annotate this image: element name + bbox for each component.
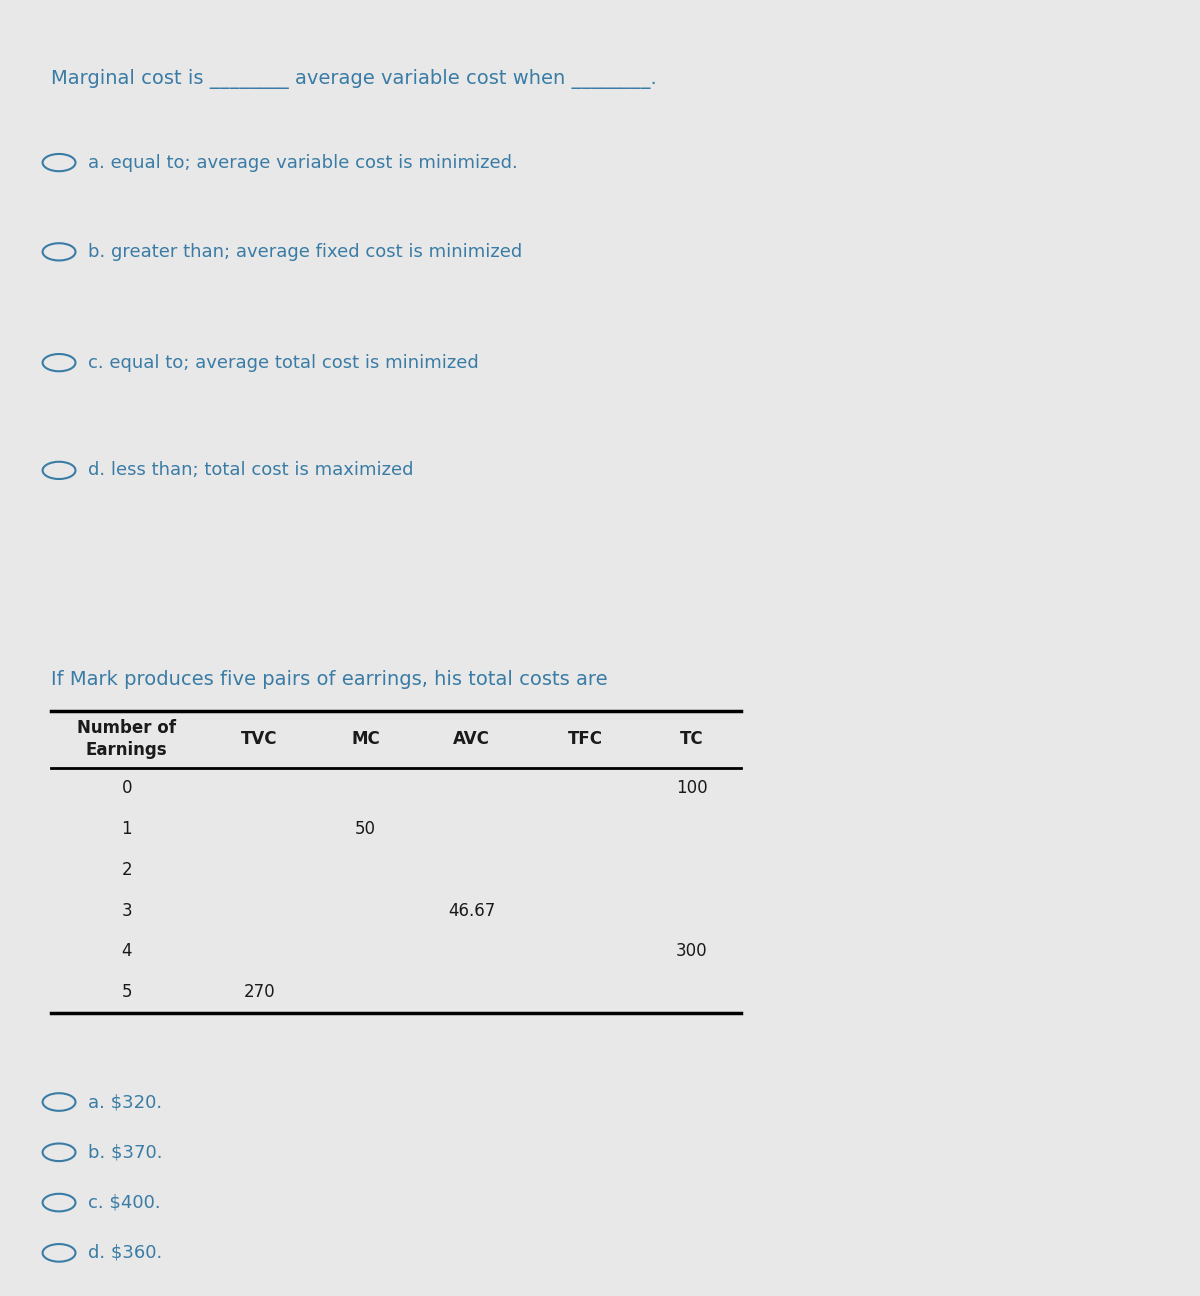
Text: 50: 50 [355, 820, 376, 839]
Text: AVC: AVC [454, 731, 491, 748]
Text: 0: 0 [121, 779, 132, 797]
Text: TFC: TFC [568, 731, 604, 748]
Text: 3: 3 [121, 902, 132, 920]
Text: c. equal to; average total cost is minimized: c. equal to; average total cost is minim… [89, 354, 479, 372]
Text: 46.67: 46.67 [448, 902, 496, 920]
Text: MC: MC [352, 731, 380, 748]
Text: 300: 300 [676, 942, 708, 960]
Text: Number of
Earnings: Number of Earnings [77, 719, 176, 759]
Text: b. $370.: b. $370. [89, 1143, 163, 1161]
Text: 1: 1 [121, 820, 132, 839]
Text: 5: 5 [121, 984, 132, 1002]
Text: b. greater than; average fixed cost is minimized: b. greater than; average fixed cost is m… [89, 242, 523, 260]
Text: Marginal cost is ________ average variable cost when ________.: Marginal cost is ________ average variab… [50, 69, 656, 89]
Text: TC: TC [680, 731, 703, 748]
Text: If Mark produces five pairs of earrings, his total costs are: If Mark produces five pairs of earrings,… [50, 670, 607, 689]
Text: 270: 270 [244, 984, 275, 1002]
Text: a. $320.: a. $320. [89, 1093, 162, 1111]
Text: a. equal to; average variable cost is minimized.: a. equal to; average variable cost is mi… [89, 154, 518, 171]
Text: c. $400.: c. $400. [89, 1194, 161, 1212]
Text: d. less than; total cost is maximized: d. less than; total cost is maximized [89, 461, 414, 480]
Text: 100: 100 [676, 779, 708, 797]
Text: 4: 4 [121, 942, 132, 960]
Text: TVC: TVC [241, 731, 277, 748]
Text: d. $360.: d. $360. [89, 1244, 163, 1262]
Text: 2: 2 [121, 861, 132, 879]
